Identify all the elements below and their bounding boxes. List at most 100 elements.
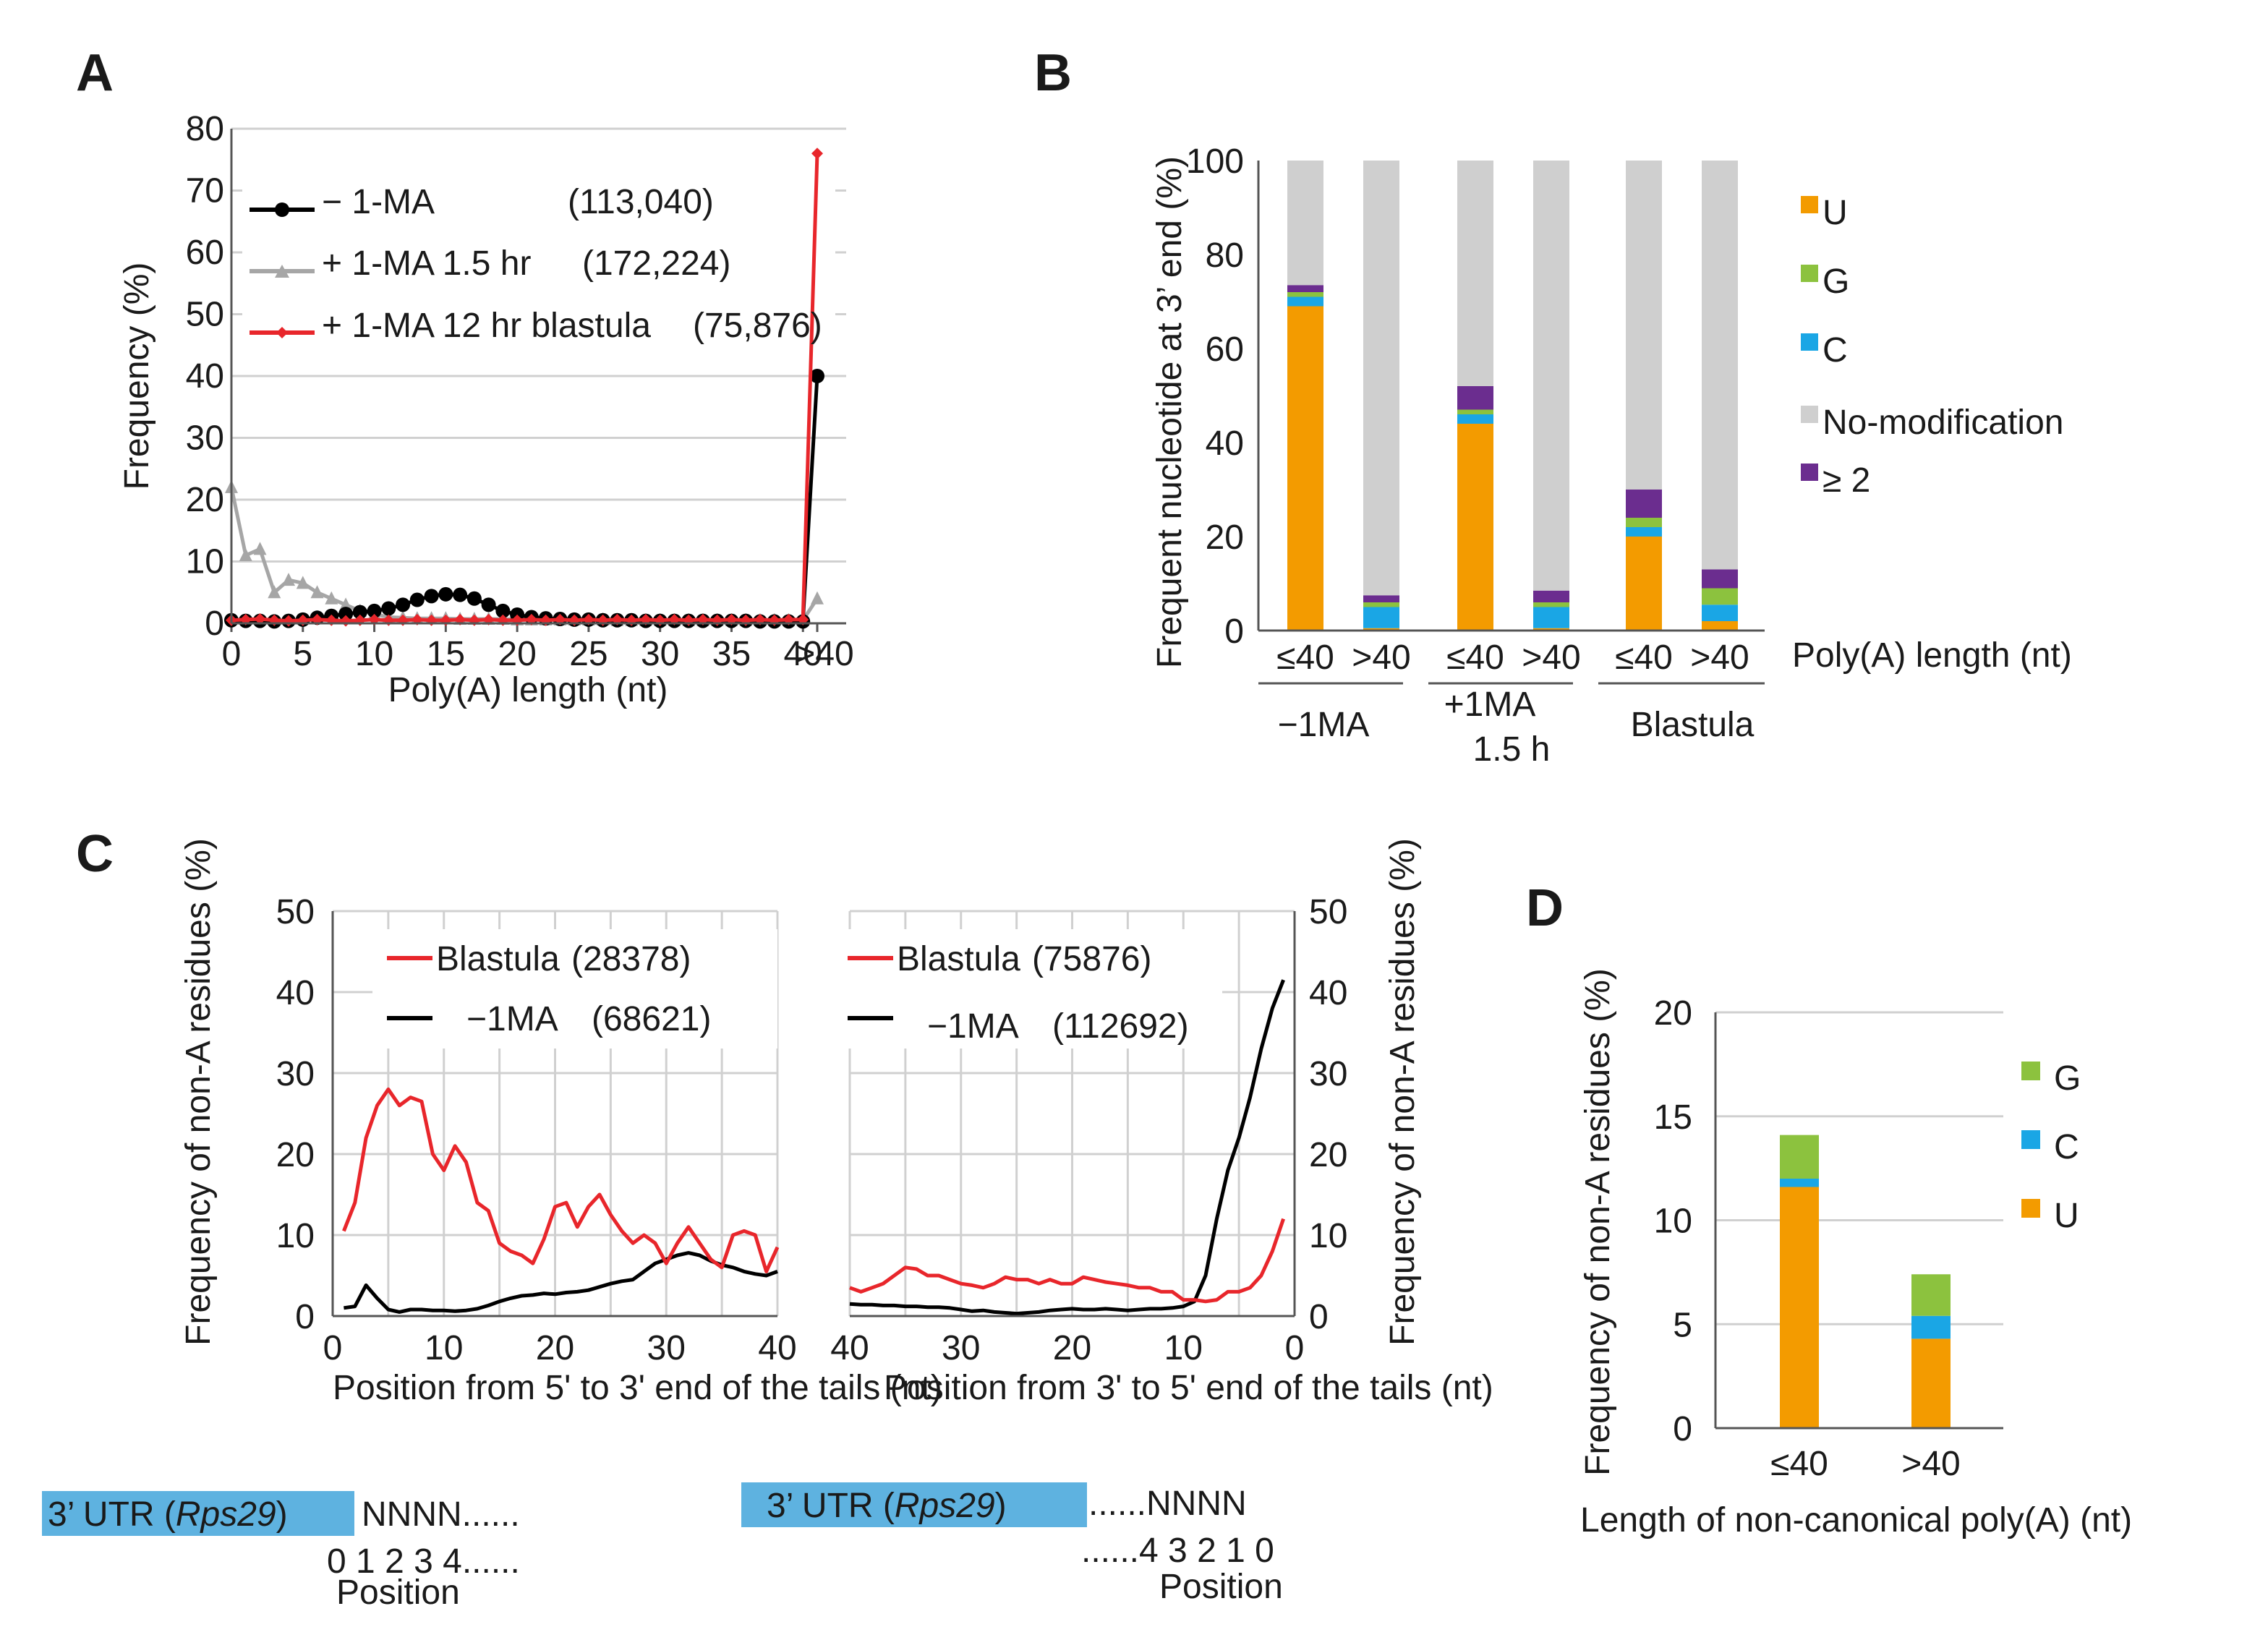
y-tick-b-40: 40 bbox=[1206, 424, 1244, 463]
x-tick-a-2: 10 bbox=[355, 635, 393, 673]
point-a-s1-3 bbox=[268, 585, 281, 599]
panel-b-y-axis-title: Frequent nucleotide at 3’ end (%) bbox=[1151, 156, 1189, 668]
bar-b-0-G bbox=[1287, 292, 1323, 297]
legend-swatch-b-U bbox=[1801, 196, 1818, 213]
sequence-right: ......NNNN bbox=[1088, 1485, 1247, 1523]
bar-b-3-C bbox=[1533, 607, 1569, 628]
y-tick-a-0: 0 bbox=[205, 605, 224, 643]
y-tick-a-80: 80 bbox=[186, 110, 224, 148]
position-label-right: Position bbox=[1159, 1568, 1283, 1606]
group-label-plus-1ma-line2: 1.5 h bbox=[1473, 730, 1551, 769]
panel-c-right-y-ticks: 0 10 20 30 40 50 bbox=[1309, 893, 1347, 1336]
bar-b-3-G bbox=[1533, 602, 1569, 607]
panel-c-right-chart: 0 10 20 30 40 50 40 30 20 10 0 Blastula (75876) −… bbox=[830, 838, 1493, 1407]
point-a-s1-5 bbox=[296, 576, 310, 589]
point-a-s0-14 bbox=[424, 589, 439, 604]
legend-swatch-b-G bbox=[1801, 265, 1818, 282]
bar-b-4-C bbox=[1626, 527, 1662, 537]
legend-label-b-C: C bbox=[1822, 331, 1848, 370]
bar-d-1-G bbox=[1911, 1274, 1951, 1316]
legend-swatch-d-U bbox=[2021, 1199, 2040, 1218]
panel-a-x-axis-title: Poly(A) length (nt) bbox=[388, 671, 668, 709]
panel-c-left-x-axis-title: Position from 5' to 3' end of the tails … bbox=[333, 1369, 942, 1407]
bar-d-1-C bbox=[1911, 1315, 1951, 1339]
y-tick-b-0: 0 bbox=[1224, 612, 1244, 651]
bar-b-5-no_modification bbox=[1702, 161, 1738, 570]
x-tick-CR-0: 0 bbox=[1285, 1329, 1305, 1367]
y-tick-b-80: 80 bbox=[1206, 236, 1244, 275]
x-tick-b-1: >40 bbox=[1352, 639, 1410, 677]
x-tick-a-5: 25 bbox=[569, 635, 608, 673]
point-a-s0-8 bbox=[338, 607, 354, 622]
y-tick-CL-20: 20 bbox=[276, 1136, 315, 1174]
y-tick-CR-30: 30 bbox=[1309, 1055, 1347, 1093]
bar-b-4-ge2 bbox=[1626, 490, 1662, 518]
panel-b-y-ticks: 0 20 40 60 80 100 bbox=[1186, 142, 1244, 651]
x-tick-CR-20: 20 bbox=[1053, 1329, 1091, 1367]
panel-d-gridlines bbox=[1715, 1011, 2003, 1325]
utr-label-left: 3’ UTR (Rps29) bbox=[48, 1495, 288, 1534]
bar-b-3-ge2 bbox=[1533, 590, 1569, 602]
y-tick-CL-30: 30 bbox=[276, 1055, 315, 1093]
x-tick-a-0: 0 bbox=[222, 635, 242, 673]
x-tick-CL-30: 30 bbox=[647, 1329, 686, 1367]
point-a-s0-19 bbox=[495, 603, 511, 618]
panel-c-right-series bbox=[849, 979, 1285, 1316]
legend-label-d-C: C bbox=[2054, 1128, 2079, 1166]
bar-b-1-no_modification bbox=[1363, 161, 1399, 596]
x-tick-a-4: 20 bbox=[498, 635, 536, 673]
line-a-series-1 bbox=[229, 487, 819, 623]
legend-swatch-d-C bbox=[2021, 1130, 2040, 1149]
bar-b-1-C bbox=[1363, 607, 1399, 628]
bar-d-0-U bbox=[1780, 1187, 1819, 1428]
x-tick-a-8: 40 bbox=[784, 635, 822, 673]
x-tick-CL-10: 10 bbox=[425, 1329, 463, 1367]
bar-b-5-U bbox=[1702, 621, 1738, 631]
y-tick-a-20: 20 bbox=[186, 481, 224, 519]
legend-label-d-G: G bbox=[2054, 1059, 2081, 1098]
x-tick-a-1: 5 bbox=[293, 635, 312, 673]
point-a-s0-11 bbox=[381, 601, 396, 616]
panel-d-x-axis-title: Length of non-canonical poly(A) (nt) bbox=[1580, 1501, 2132, 1539]
x-tick-d-0: ≤40 bbox=[1770, 1445, 1828, 1483]
legend-swatch-d-G bbox=[2021, 1062, 2040, 1080]
legend-label-minus-1ma-right: −1MA bbox=[927, 1007, 1019, 1046]
line-CR-series-1 bbox=[849, 979, 1285, 1316]
bar-b-5-C bbox=[1702, 605, 1738, 621]
legend-label-b-no_modification: No-modification bbox=[1822, 403, 2063, 442]
x-tick-CL-0: 0 bbox=[323, 1329, 343, 1367]
point-a-s0-10 bbox=[367, 603, 382, 618]
legend-label-d-U: U bbox=[2054, 1197, 2079, 1235]
legend-label-b-U: U bbox=[1822, 194, 1848, 232]
legend-count-blastula-left: (28378) bbox=[571, 940, 691, 978]
y-tick-a-10: 10 bbox=[186, 543, 224, 581]
panel-c-left-y-ticks: 0 10 20 30 40 50 bbox=[276, 893, 315, 1336]
bar-d-0-C bbox=[1780, 1179, 1819, 1187]
bar-b-0-U bbox=[1287, 306, 1323, 631]
x-tick-d-1: >40 bbox=[1901, 1445, 1960, 1483]
panel-b-x-ticks: ≤40 >40 ≤40 >40 ≤40 >40 bbox=[1276, 639, 1749, 677]
bar-d-0-G bbox=[1780, 1135, 1819, 1179]
point-a-s0-15 bbox=[438, 586, 453, 602]
point-a-s1-2 bbox=[253, 542, 267, 555]
x-tick-a-7: 35 bbox=[712, 635, 751, 673]
y-tick-a-40: 40 bbox=[186, 357, 224, 396]
y-tick-CL-10: 10 bbox=[276, 1217, 315, 1255]
bar-b-1-U bbox=[1363, 628, 1399, 631]
group-label-plus-1ma-line1: +1MA bbox=[1444, 686, 1536, 724]
legend-label-blastula: + 1-MA 12 hr blastula bbox=[322, 307, 651, 345]
utr-schematic-right: 3’ UTR (Rps29) ......NNNN ......4 3 2 1 … bbox=[741, 1482, 1283, 1606]
positions-left: 0 1 2 3 4...... bbox=[327, 1542, 520, 1581]
group-label-blastula: Blastula bbox=[1631, 706, 1755, 744]
line-CL-series-1 bbox=[344, 1251, 778, 1314]
line-CL-series-0 bbox=[342, 1087, 780, 1273]
point-a-s1-8 bbox=[339, 597, 353, 611]
x-tick-a-9: >40 bbox=[795, 635, 853, 673]
legend-count-minus-1ma-left: (68621) bbox=[592, 1000, 711, 1038]
panel-c-left-legend-background bbox=[372, 929, 777, 1049]
x-tick-CL-20: 20 bbox=[536, 1329, 574, 1367]
x-tick-CR-30: 30 bbox=[942, 1329, 980, 1367]
y-tick-d-15: 15 bbox=[1654, 1098, 1692, 1137]
panel-d-bars bbox=[1780, 1135, 1951, 1428]
